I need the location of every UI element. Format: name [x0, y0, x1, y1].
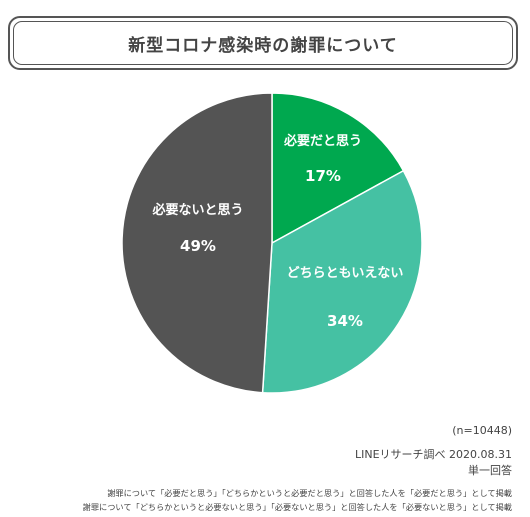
footnote-1: 謝罪について「必要だと思う」「どちらかというと必要だと思う」と回答した人を「必要…	[107, 488, 512, 498]
slice-label-2: どちらともいえない	[287, 266, 404, 281]
chart-notes: (n=10448) LINEリサーチ調べ 2020.08.31 単一回答	[355, 423, 512, 479]
source-credit: LINEリサーチ調べ 2020.08.31	[354, 448, 512, 461]
chart-title: 新型コロナ感染時の謝罪について	[128, 35, 398, 56]
answer-type: 単一回答	[468, 464, 512, 477]
slice-label-1: 必要だと思う	[283, 133, 362, 149]
slice-value-1: 17%	[305, 167, 341, 185]
slice-value-2: 34%	[327, 312, 363, 330]
slice-value-3: 49%	[180, 237, 216, 255]
sample-size: (n=10448)	[452, 424, 512, 437]
pie-slice-3	[121, 92, 273, 394]
slice-label-3: 必要ないと思う	[151, 202, 243, 218]
pie-chart: 必要だと思う 17% どちらともいえない 34% 必要ないと思う 49%	[121, 92, 423, 394]
chart-title-frame: 新型コロナ感染時の謝罪について	[8, 16, 518, 70]
footnote-2: 謝罪について「どちらかというと必要ないと思う」「必要ないと思う」と回答した人を「…	[82, 502, 512, 512]
footnotes: 謝罪について「必要だと思う」「どちらかというと必要だと思う」と回答した人を「必要…	[83, 486, 512, 514]
chart-title-inner-frame: 新型コロナ感染時の謝罪について	[13, 21, 513, 65]
pie-slice-1	[271, 92, 405, 245]
pie-slice-2	[261, 169, 423, 394]
